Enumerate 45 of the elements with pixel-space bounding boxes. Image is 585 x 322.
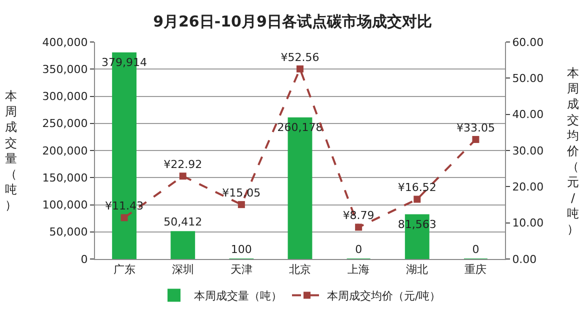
- data-label: ¥22.92: [164, 158, 202, 171]
- point: [414, 196, 421, 203]
- y2-tick-label: 10.00: [512, 216, 544, 230]
- data-label: 50,412: [164, 216, 202, 229]
- point: [238, 201, 245, 208]
- y-tick-label: 400,000: [42, 36, 88, 49]
- data-label: ¥16.52: [398, 181, 436, 194]
- data-label: 0: [355, 243, 362, 256]
- y-tick-label: 300,000: [42, 90, 88, 104]
- data-label: ¥8.79: [342, 209, 374, 222]
- y-tick-label: 350,000: [42, 62, 88, 76]
- x-tick-label: 上海: [348, 263, 370, 276]
- y-tick-label: 100,000: [42, 198, 88, 212]
- y2-tick-label: 30.00: [512, 144, 544, 158]
- x-tick-label: 天津: [230, 263, 252, 276]
- point: [120, 214, 128, 222]
- y-tick-label: 150,000: [42, 171, 88, 184]
- y2-tick-label: 40.00: [512, 108, 544, 122]
- x-tick-label: 广东: [113, 263, 136, 276]
- y2-tick-label: 50.00: [512, 72, 544, 86]
- point: [179, 172, 186, 180]
- point: [296, 65, 304, 72]
- chart-title: 9月26日-10月9日各试点碳市场成交对比: [153, 12, 432, 31]
- data-label: 100: [230, 242, 252, 256]
- text: 本周成交均价（元/吨）: [567, 66, 579, 236]
- x-tick-label: 深圳: [172, 263, 194, 276]
- x-tick-label: 湖北: [406, 263, 428, 276]
- legend-label: 本周成交量（吨）: [194, 289, 282, 302]
- y-tick-label: 250,000: [42, 117, 88, 130]
- y-tick-label: 200,000: [42, 144, 88, 158]
- bar: [170, 231, 196, 259]
- point: [355, 224, 362, 231]
- data-label: ¥33.05: [456, 121, 495, 134]
- data-label: 0: [472, 243, 480, 256]
- y2-tick-label: 0.00: [512, 252, 537, 266]
- y2-tick-label: 20.00: [512, 180, 544, 194]
- y-tick-label: 0: [80, 252, 88, 266]
- y-tick-label: 50,000: [49, 226, 88, 239]
- y2-tick-label: 60.00: [512, 36, 544, 49]
- x-tick-label: 重庆: [464, 263, 487, 276]
- data-label: ¥52.56: [280, 50, 320, 64]
- legend-label: 本周成交均价（元/吨）: [327, 289, 441, 302]
- point: [472, 136, 480, 143]
- y-axis-title: 本周成交量（吨）: [5, 89, 17, 212]
- x-tick-label: 北京: [289, 263, 311, 276]
